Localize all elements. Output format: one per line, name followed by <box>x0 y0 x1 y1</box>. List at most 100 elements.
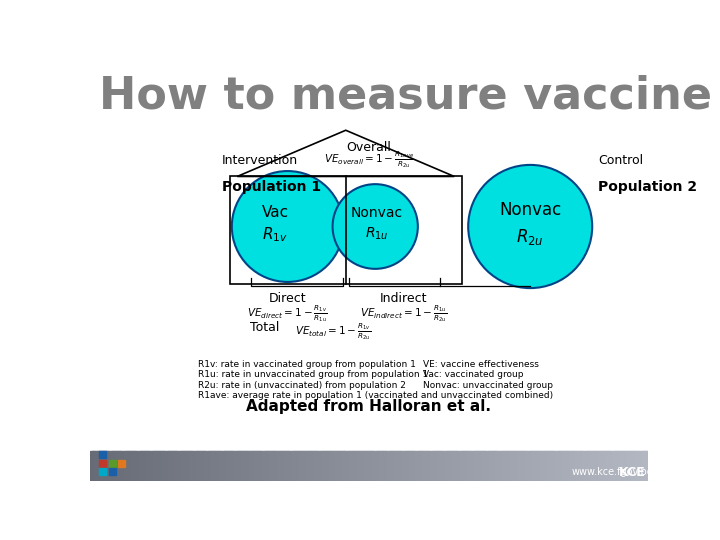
Text: Adapted from Halloran et al.: Adapted from Halloran et al. <box>246 399 492 414</box>
Bar <box>254 451 257 481</box>
Bar <box>90 451 93 481</box>
Bar <box>135 451 138 481</box>
Bar <box>557 451 559 481</box>
Bar <box>409 451 412 481</box>
Bar <box>568 451 570 481</box>
Text: www.kce.fgov.be: www.kce.fgov.be <box>572 467 654 477</box>
Bar <box>487 451 490 481</box>
Bar <box>594 451 596 481</box>
Bar <box>107 451 109 481</box>
Bar <box>330 451 333 481</box>
Bar <box>390 451 393 481</box>
Bar <box>176 451 179 481</box>
Bar <box>102 451 104 481</box>
Bar <box>342 451 345 481</box>
Bar <box>327 451 330 481</box>
Bar <box>495 451 498 481</box>
Bar <box>312 451 315 481</box>
Bar <box>622 451 624 481</box>
Bar <box>289 451 292 481</box>
Bar <box>316 451 318 481</box>
Bar <box>598 451 600 481</box>
Bar <box>372 451 374 481</box>
Bar <box>321 451 324 481</box>
Bar <box>528 451 531 481</box>
Bar <box>560 451 563 481</box>
Text: Vac: Vac <box>261 205 289 220</box>
Bar <box>627 451 630 481</box>
Bar <box>129 451 132 481</box>
Circle shape <box>232 171 343 282</box>
Bar <box>454 451 456 481</box>
Bar <box>193 451 195 481</box>
Bar <box>253 451 255 481</box>
Bar <box>441 451 444 481</box>
Bar <box>243 451 246 481</box>
Bar <box>523 451 526 481</box>
Bar <box>377 451 380 481</box>
Bar <box>513 451 516 481</box>
Bar <box>282 451 285 481</box>
Bar <box>519 451 522 481</box>
Bar <box>387 451 390 481</box>
Bar <box>247 451 249 481</box>
Bar <box>582 451 585 481</box>
Bar <box>137 451 139 481</box>
Bar <box>541 451 544 481</box>
Bar <box>217 451 220 481</box>
Bar <box>336 451 339 481</box>
Bar <box>353 451 356 481</box>
Bar <box>279 451 281 481</box>
Bar <box>383 451 386 481</box>
Bar <box>109 460 116 467</box>
Bar <box>376 451 378 481</box>
Bar <box>611 451 613 481</box>
Text: Direct: Direct <box>269 292 307 305</box>
Bar <box>323 451 326 481</box>
Bar <box>308 451 311 481</box>
Bar <box>381 451 384 481</box>
Bar <box>579 451 582 481</box>
Bar <box>614 451 617 481</box>
Bar <box>449 451 451 481</box>
Bar <box>641 451 643 481</box>
Bar <box>389 451 391 481</box>
Bar <box>609 451 611 481</box>
Bar <box>349 451 352 481</box>
Bar <box>631 451 634 481</box>
Bar <box>642 451 645 481</box>
Bar <box>564 451 567 481</box>
Bar <box>605 451 608 481</box>
Bar <box>179 451 182 481</box>
Bar <box>639 451 642 481</box>
Bar <box>140 451 143 481</box>
Bar <box>540 451 542 481</box>
Bar <box>420 451 423 481</box>
Bar <box>105 451 107 481</box>
Text: How to measure vaccine effects?: How to measure vaccine effects? <box>99 74 720 117</box>
Bar <box>521 451 523 481</box>
Text: KCE: KCE <box>619 465 646 478</box>
Bar <box>504 451 507 481</box>
Bar <box>215 451 217 481</box>
Bar <box>485 451 488 481</box>
Bar <box>400 451 402 481</box>
Circle shape <box>333 184 418 269</box>
Bar <box>187 451 189 481</box>
Bar <box>405 451 408 481</box>
Bar <box>512 451 514 481</box>
Bar <box>200 451 203 481</box>
Text: $VE_{total}=1-\frac{R_{1v}}{R_{2u}}$: $VE_{total}=1-\frac{R_{1v}}{R_{2u}}$ <box>295 321 372 342</box>
Bar <box>408 451 410 481</box>
Bar <box>112 451 115 481</box>
Bar <box>588 451 591 481</box>
Bar <box>122 451 125 481</box>
Bar <box>525 451 528 481</box>
Bar <box>559 451 561 481</box>
Bar <box>577 451 580 481</box>
Bar <box>292 451 294 481</box>
Bar <box>185 451 188 481</box>
Bar <box>469 451 472 481</box>
Bar <box>346 451 348 481</box>
Bar <box>288 451 290 481</box>
